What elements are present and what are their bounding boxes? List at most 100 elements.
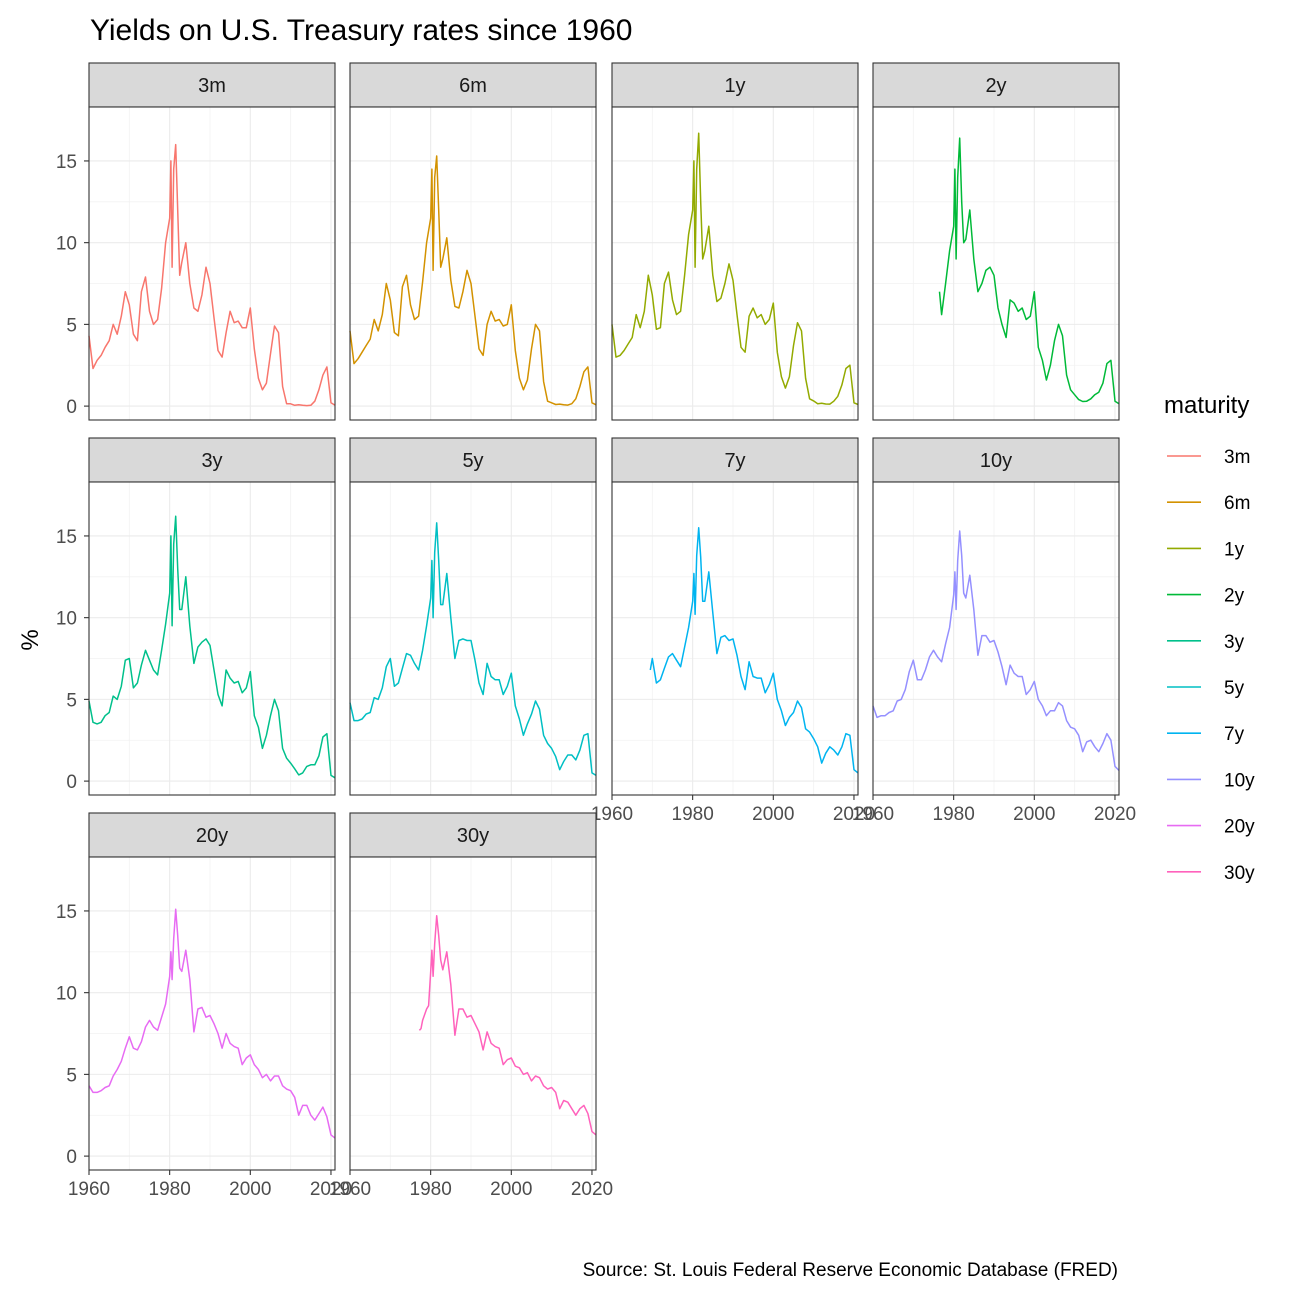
facet-panel-3y: 3y 0 5 10 15 <box>56 437 336 796</box>
panel-border <box>349 106 597 421</box>
facet-strip <box>611 62 859 108</box>
facet-strip <box>88 812 336 858</box>
x-tick-label: 1960 <box>68 1179 110 1200</box>
panel-border <box>349 481 597 796</box>
series-line-7y <box>649 527 859 774</box>
panel-border <box>611 481 859 796</box>
x-tick-label: 2000 <box>229 1179 271 1200</box>
panel-border <box>88 856 336 1171</box>
panel-border <box>611 106 859 421</box>
legend-item-30y: 30y <box>1167 863 1255 884</box>
facet-strip <box>611 437 859 483</box>
y-tick-label: 15 <box>56 902 77 923</box>
facet-strip-label: 3y <box>201 450 222 472</box>
series-line-3m <box>88 143 336 407</box>
facet-strip-label: 30y <box>457 825 489 847</box>
x-tick-label: 2000 <box>490 1179 532 1200</box>
panel-background <box>350 482 596 795</box>
facet-panel-6m: 6m <box>349 62 597 421</box>
legend-item-1y: 1y <box>1167 539 1245 560</box>
legend-label: 1y <box>1224 539 1245 560</box>
x-tick-label: 2000 <box>1013 804 1055 825</box>
x-tick-label: 1980 <box>672 804 714 825</box>
legend-label: 5y <box>1224 678 1245 699</box>
x-tick-label: 1960 <box>591 804 633 825</box>
legend-item-6m: 6m <box>1167 493 1250 514</box>
facet-strip <box>349 437 597 483</box>
panel-background <box>89 107 335 420</box>
facet-strip-label: 2y <box>985 75 1006 97</box>
series-line-30y <box>418 915 597 1136</box>
legend: 3m 6m 1y 2y 3y 5y 7y 10y 20y 30y <box>1167 447 1255 884</box>
y-tick-label: 15 <box>56 527 77 548</box>
legend-item-10y: 10y <box>1167 770 1255 791</box>
x-tick-label: 2020 <box>1094 804 1136 825</box>
y-tick-label: 5 <box>66 315 77 336</box>
facet-strip <box>88 437 336 483</box>
facet-strip <box>88 62 336 108</box>
legend-item-20y: 20y <box>1167 817 1255 838</box>
facet-panel-30y: 30y 1960 1980 2000 2020 <box>329 812 613 1200</box>
y-tick-label: 10 <box>56 234 77 255</box>
panel-background <box>873 107 1119 420</box>
legend-label: 3m <box>1224 447 1250 468</box>
x-tick-label: 2020 <box>571 1179 613 1200</box>
legend-title: maturity <box>1164 392 1249 419</box>
y-tick-label: 0 <box>66 772 77 793</box>
y-axis-label: % <box>17 629 44 650</box>
facet-strip-label: 20y <box>196 825 228 847</box>
x-tick-label: 1960 <box>329 1179 371 1200</box>
y-tick-label: 5 <box>66 1065 77 1086</box>
facet-strip-label: 1y <box>724 75 745 97</box>
panel-background <box>873 482 1119 795</box>
legend-label: 6m <box>1224 493 1250 514</box>
facet-strip-label: 7y <box>724 450 745 472</box>
legend-item-7y: 7y <box>1167 724 1245 745</box>
series-line-2y <box>938 137 1120 405</box>
facet-panel-7y: 7y 1960 1980 2000 2020 <box>591 437 875 825</box>
panel-background <box>350 857 596 1170</box>
panel-border <box>88 106 336 421</box>
series-line-3y <box>88 515 336 779</box>
y-tick-label: 0 <box>66 397 77 418</box>
facet-strip-label: 5y <box>462 450 483 472</box>
panel-background <box>89 857 335 1170</box>
facet-panel-2y: 2y <box>872 62 1120 421</box>
legend-label: 10y <box>1224 770 1255 791</box>
series-line-1y <box>611 132 859 406</box>
caption: Source: St. Louis Federal Reserve Econom… <box>583 1260 1118 1281</box>
legend-item-3m: 3m <box>1167 447 1250 468</box>
panel-background <box>89 482 335 795</box>
x-tick-label: 2020 <box>310 1179 352 1200</box>
chart-title: Yields on U.S. Treasury rates since 1960 <box>90 14 633 47</box>
facet-panel-10y: 10y 1960 1980 2000 2020 <box>852 437 1136 825</box>
facet-panel-1y: 1y <box>611 62 859 421</box>
x-tick-label: 1980 <box>410 1179 452 1200</box>
facet-strip <box>872 437 1120 483</box>
panel-border <box>349 856 597 1171</box>
facet-strip-label: 3m <box>198 75 226 97</box>
facet-panels: 3m 0 5 10 15 6m 1y 2y 3y 0 5 10 15 5y 7y 1960 1980 2000 20… <box>56 62 1136 1200</box>
panel-border <box>872 106 1120 421</box>
facet-panel-3m: 3m 0 5 10 15 <box>56 62 336 421</box>
legend-item-2y: 2y <box>1167 586 1245 607</box>
legend-label: 7y <box>1224 724 1245 745</box>
legend-item-5y: 5y <box>1167 678 1245 699</box>
legend-label: 3y <box>1224 632 1245 653</box>
facet-strip-label: 6m <box>459 75 487 97</box>
legend-label: 20y <box>1224 817 1255 838</box>
legend-item-3y: 3y <box>1167 632 1245 653</box>
x-tick-label: 2020 <box>833 804 875 825</box>
series-line-20y <box>88 908 336 1139</box>
x-tick-label: 1960 <box>852 804 894 825</box>
x-tick-label: 2000 <box>752 804 794 825</box>
legend-label: 30y <box>1224 863 1255 884</box>
legend-label: 2y <box>1224 586 1245 607</box>
panel-background <box>612 107 858 420</box>
x-tick-label: 1980 <box>149 1179 191 1200</box>
panel-background <box>612 482 858 795</box>
y-tick-label: 0 <box>66 1147 77 1168</box>
y-tick-label: 10 <box>56 609 77 630</box>
facet-panel-5y: 5y <box>349 437 597 796</box>
